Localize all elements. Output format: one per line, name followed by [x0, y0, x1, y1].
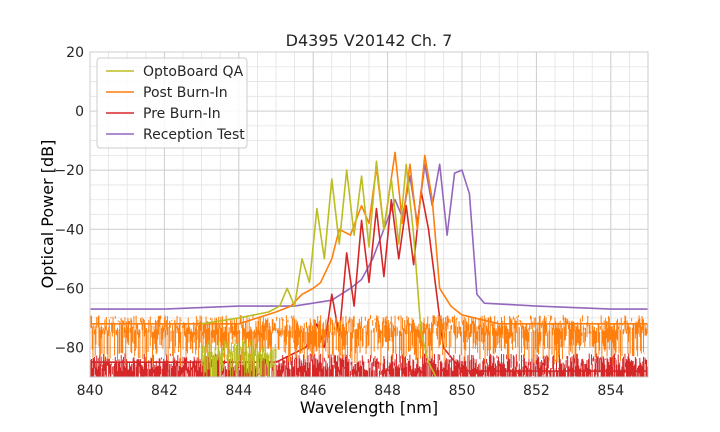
- legend-label-post-burn-in: Post Burn-In: [143, 85, 228, 101]
- noise-optoboard-qa: [201, 339, 277, 377]
- noise-post-burn-in: [90, 314, 648, 367]
- legend-box: [96, 57, 248, 149]
- y-tick-label: −40: [54, 222, 84, 238]
- y-tick-label: 20: [66, 45, 84, 61]
- x-tick-label: 840: [77, 383, 104, 399]
- y-tick-label: 0: [75, 104, 84, 120]
- series-line-optoboard-qa: [201, 160, 437, 377]
- x-tick-label: 846: [300, 383, 327, 399]
- y-tick-label: −60: [54, 281, 84, 297]
- x-tick-label: 844: [225, 383, 252, 399]
- plot-frame: [89, 51, 649, 378]
- series-layer: [90, 151, 648, 377]
- x-tick-label: 850: [449, 383, 476, 399]
- x-tick-label: 848: [374, 383, 401, 399]
- legend-label-pre-burn-in: Pre Burn-In: [143, 106, 221, 122]
- x-tick-label: 854: [597, 383, 624, 399]
- x-axis-label: Wavelength [nm]: [300, 398, 438, 417]
- ticks: 840 842 844 846 848 850 852 854 −80 −60 −40 −20 0 20: [54, 45, 624, 399]
- legend-label-reception-test: Reception Test: [143, 127, 245, 143]
- y-tick-label: −20: [54, 163, 84, 179]
- y-axis-label: Optical Power [dB]: [38, 140, 57, 289]
- legend: OptoBoard QA Post Burn-In Pre Burn-In Re…: [96, 57, 248, 149]
- chart-title: D4395 V20142 Ch. 7: [286, 31, 453, 50]
- x-tick-label: 842: [151, 383, 178, 399]
- y-tick-label: −80: [54, 340, 84, 356]
- legend-label-optoboard-qa: OptoBoard QA: [143, 64, 244, 80]
- x-tick-label: 852: [523, 383, 550, 399]
